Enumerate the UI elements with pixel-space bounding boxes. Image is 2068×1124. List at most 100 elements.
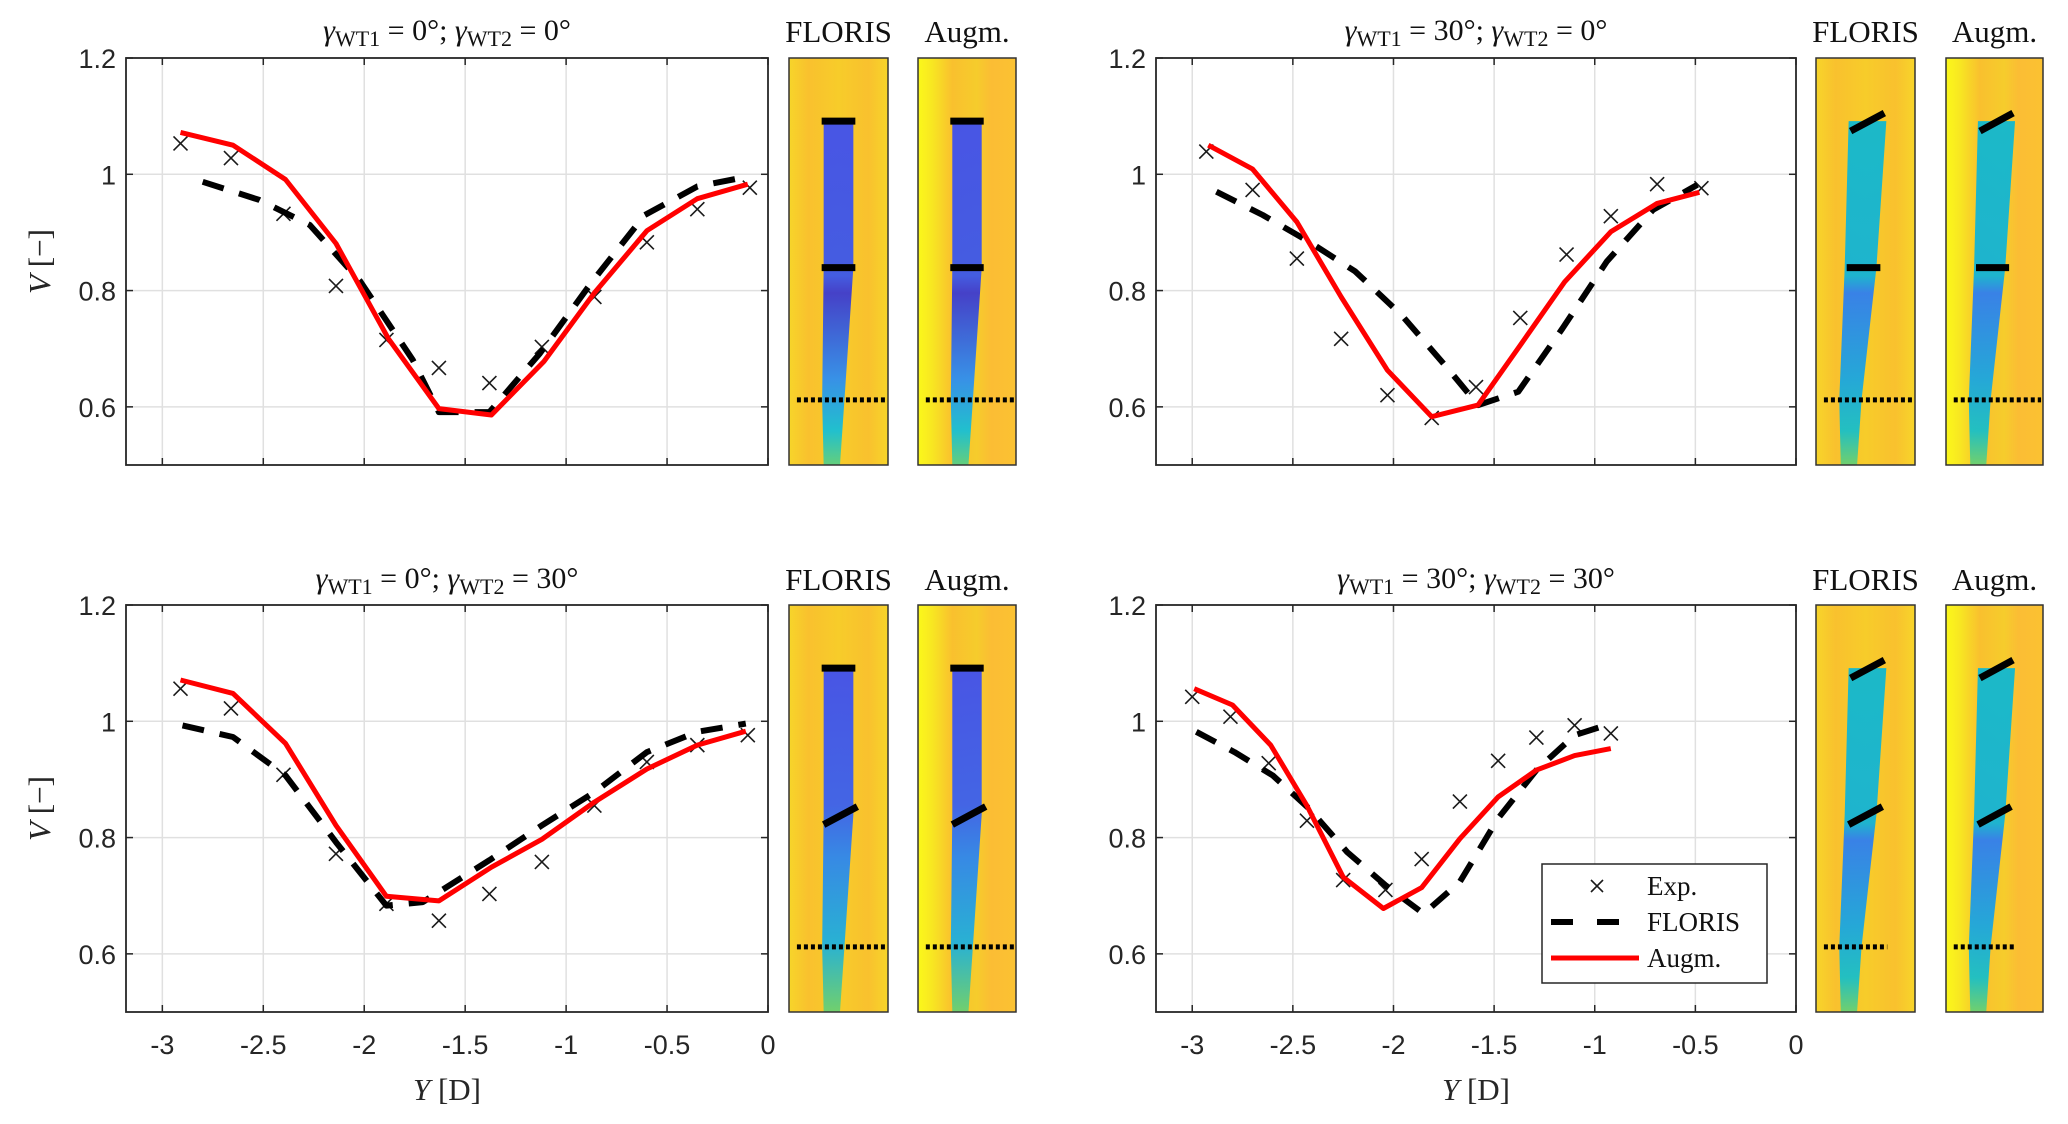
- y-axis-label-var: V: [22, 272, 57, 294]
- wake-map-title: Augm.: [924, 562, 1009, 597]
- x-tick-label: -3: [1180, 1030, 1204, 1060]
- wake-map-title: Augm.: [1952, 562, 2037, 597]
- panel-title: γWT1 = 0°; γWT2 = 30°: [316, 562, 579, 599]
- exp-marker: [534, 854, 550, 870]
- axes-box: [1155, 57, 1797, 466]
- series-group: [172, 677, 756, 929]
- x-tick-label: -1.5: [442, 1030, 489, 1060]
- x-axis-label-unit: [D]: [1459, 1072, 1510, 1107]
- wake-region: [822, 668, 854, 1012]
- exp-marker: [1414, 851, 1430, 867]
- y-tick-label: 1: [101, 707, 116, 737]
- x-tick-label: -1: [554, 1030, 578, 1060]
- y-tick-label: 1: [1131, 160, 1146, 190]
- exp-marker: [1603, 725, 1619, 742]
- wake-map-frame: [1815, 57, 1916, 466]
- y-tick-label: 1: [1131, 707, 1146, 737]
- wake-map-title: FLORIS: [1812, 562, 1919, 597]
- x-axis-label-var: Y: [1442, 1072, 1462, 1107]
- title-gamma: γ: [323, 14, 336, 47]
- plot-area: [1156, 58, 1796, 465]
- y-tick-label: 0.8: [78, 277, 116, 307]
- wake-map-frame: [788, 57, 889, 466]
- y-axis-label-var: V: [22, 819, 57, 841]
- title-gamma: γ: [455, 14, 468, 47]
- exp-marker: [1603, 208, 1619, 224]
- series-floris-line: [181, 720, 747, 909]
- x-axis-label: Y [D]: [1442, 1072, 1510, 1107]
- exp-marker: [1452, 793, 1468, 810]
- title-gamma: γ: [316, 562, 329, 595]
- title-subscript: WT1: [1356, 26, 1401, 51]
- exp-marker: [1333, 331, 1349, 347]
- exp-marker: [1222, 709, 1239, 725]
- title-value: = 0°;: [373, 562, 448, 595]
- title-gamma: γ: [1337, 562, 1350, 595]
- title-gamma: γ: [447, 562, 460, 595]
- plot-area: [126, 58, 768, 465]
- series-exp: [1198, 144, 1709, 426]
- wake-map-frame: [1945, 57, 2044, 466]
- y-tick-label: 1.2: [1108, 44, 1146, 74]
- x-axis-label: Y [D]: [413, 1072, 481, 1107]
- y-axis-label-unit: [−]: [22, 776, 57, 822]
- grid: [126, 605, 768, 1012]
- title-subscript: WT1: [1349, 574, 1394, 599]
- legend-label: Exp.: [1647, 871, 1697, 901]
- x-tick-label: 0: [760, 1030, 775, 1060]
- series-group: [1184, 686, 1619, 917]
- title-value: = 0°: [512, 14, 571, 47]
- title-value: = 30°;: [1394, 562, 1484, 595]
- wake-map-frame: [917, 57, 1017, 466]
- title-value: = 0°: [1548, 14, 1607, 47]
- title-gamma: γ: [1484, 562, 1497, 595]
- y-tick-label: 0.8: [1108, 277, 1146, 307]
- title-subscript: WT2: [459, 574, 504, 599]
- wake-map-frame: [917, 604, 1017, 1013]
- series-augm-line: [1207, 142, 1701, 420]
- title-gamma: γ: [1491, 14, 1504, 47]
- exp-marker: [481, 375, 497, 391]
- exp-marker: [172, 681, 189, 697]
- turbine-1-rotor: [1849, 109, 1886, 135]
- series-floris-line: [201, 173, 749, 416]
- panel-title: γWT1 = 30°; γWT2 = 0°: [1345, 14, 1608, 51]
- wake-map-frame: [1945, 604, 2044, 1013]
- title-value: = 30°: [1541, 562, 1615, 595]
- exp-marker: [1559, 246, 1575, 263]
- title-value: = 30°;: [1402, 14, 1492, 47]
- y-tick-label: 0.8: [78, 824, 116, 854]
- turbine-2-rotor: [1976, 803, 2013, 828]
- panel-title: γWT1 = 0°; γWT2 = 0°: [323, 14, 571, 51]
- wake-map-title: FLORIS: [1812, 14, 1919, 49]
- series-augm-line: [179, 677, 747, 904]
- exp-marker: [431, 360, 447, 376]
- x-tick-label: -2: [352, 1030, 376, 1060]
- y-tick-label: 0.6: [1108, 940, 1146, 970]
- x-tick-label: -3: [150, 1030, 174, 1060]
- ticks: [1156, 604, 1797, 1012]
- exp-marker: [481, 886, 497, 902]
- panel-bottom-right: 0.6 0.8 1 1.2 -3 -2.5 -2 -1.5 -1 -0.5 0 Y [D] V [−] γ…: [22, 562, 2044, 1107]
- exp-marker: [1379, 387, 1396, 403]
- wake-map-augm: Augm.: [917, 562, 1017, 1013]
- y-axis-label-var: V: [22, 272, 57, 294]
- wake-region: [950, 668, 982, 1012]
- legend-label: Augm.: [1647, 943, 1721, 973]
- turbine-2-rotor: [1847, 803, 1885, 828]
- series-augm-line: [179, 129, 749, 418]
- wake-map-frame: [1815, 604, 1916, 1013]
- y-tick-label: 0.6: [78, 940, 116, 970]
- exp-marker: [1490, 753, 1506, 769]
- y-tick-label: 0.8: [1108, 824, 1146, 854]
- x-tick-label: -0.5: [1672, 1030, 1719, 1060]
- title-value: = 0°;: [380, 14, 455, 47]
- exp-marker: [223, 700, 239, 717]
- wake-map-floris: FLORIS: [1812, 14, 1919, 466]
- exp-marker: [1528, 730, 1544, 746]
- y-axis-label: V [−]: [22, 776, 57, 841]
- y-tick-label: 1.2: [1108, 591, 1146, 621]
- y-tick-label: 1: [101, 160, 116, 190]
- legend: Exp. FLORIS Augm.: [1541, 863, 1768, 984]
- y-tick-label: 0.6: [1108, 393, 1146, 423]
